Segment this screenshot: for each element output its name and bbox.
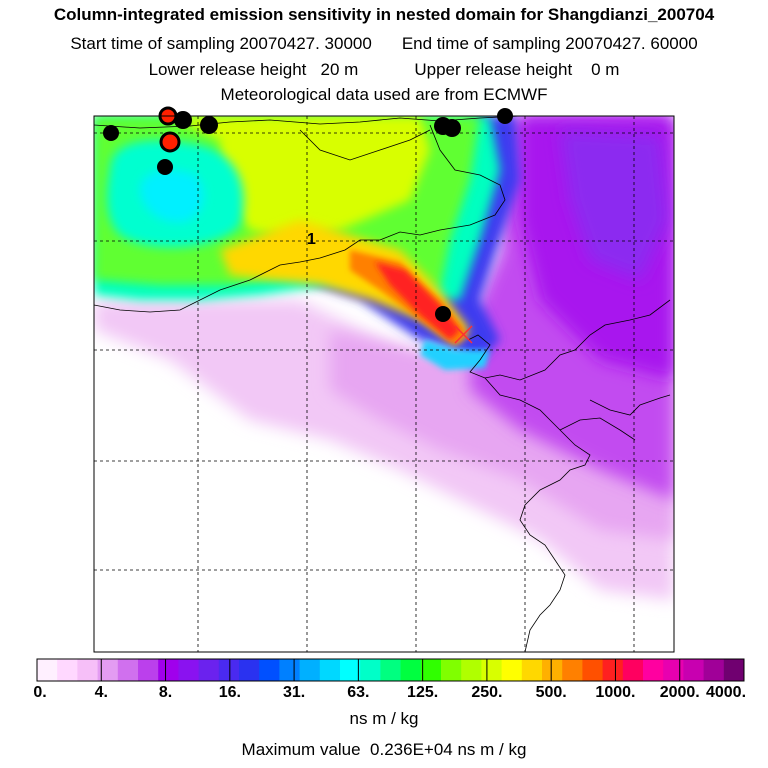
colorbar-tick-label: 4. xyxy=(94,684,108,701)
map-frame xyxy=(93,115,675,653)
grid-lines xyxy=(94,116,674,652)
colorbar-frame xyxy=(36,658,745,682)
colorbar-cell xyxy=(37,659,58,681)
colorbar-cell xyxy=(400,659,422,681)
map-field-layer xyxy=(94,116,674,652)
meteo-source-text: Meteorological data used are from ECMWF xyxy=(220,85,548,104)
colorbar-tick-label: 31. xyxy=(282,684,306,701)
station-markers xyxy=(103,106,513,322)
colorbar-cell xyxy=(77,659,99,681)
colorbar-cell xyxy=(239,659,260,681)
release-heights-line: Lower release height 20 m Upper release h… xyxy=(0,60,768,80)
max-value-text: Maximum value 0.236E+04 ns m / kg xyxy=(241,740,527,759)
colorbar-tick-label: 250. xyxy=(471,684,503,701)
colorbar-tick-label: 125. xyxy=(407,684,439,701)
contour-label: 1 xyxy=(307,231,316,248)
colorbar-cell xyxy=(703,659,725,681)
colorbar-units: ns m / kg xyxy=(349,709,419,728)
colorbar-cell xyxy=(198,659,220,681)
colorbar-cell xyxy=(97,659,119,681)
lower-release-text: Lower release height 20 m xyxy=(148,60,359,79)
colorbar-cell xyxy=(299,659,321,681)
colorbar-tick-label: 8. xyxy=(158,684,173,701)
colorbar-cell xyxy=(158,659,179,681)
colorbar-cell xyxy=(643,659,664,681)
receptor-x-marker xyxy=(454,325,473,344)
colorbar-cell xyxy=(360,659,381,681)
colorbar-cells xyxy=(37,659,745,681)
colorbar xyxy=(36,658,745,682)
colorbar-cell xyxy=(622,659,644,681)
colorbar-cell xyxy=(683,659,705,681)
colorbar-cell xyxy=(117,659,139,681)
end-time-text: End time of sampling 20070427. 60000 xyxy=(401,34,698,53)
colorbar-cell xyxy=(521,659,543,681)
colorbar-cell xyxy=(663,659,684,681)
colorbar-tick-label: 16. xyxy=(218,684,241,701)
colorbar-cell xyxy=(279,659,301,681)
colorbar-cell xyxy=(178,659,200,681)
colorbar-cell xyxy=(481,659,503,681)
colorbar-cell xyxy=(542,659,563,681)
colorbar-tick-label: 2000. xyxy=(659,684,700,701)
colorbar-cell xyxy=(340,659,361,681)
colorbar-cell xyxy=(420,659,442,681)
colorbar-tick-label: 500. xyxy=(535,684,567,701)
colorbar-cell xyxy=(138,659,159,681)
colorbar-cell xyxy=(218,659,240,681)
plot-title: Column-integrated emission sensitivity i… xyxy=(53,5,715,24)
colorbar-cell xyxy=(501,659,523,681)
sampling-times-line: Start time of sampling 20070427. 30000 En… xyxy=(0,34,768,54)
colorbar-cell xyxy=(562,659,583,681)
colorbar-cell xyxy=(380,659,402,681)
start-time-text: Start time of sampling 20070427. 30000 xyxy=(70,34,372,53)
colorbar-cell xyxy=(723,659,745,681)
colorbar-cell xyxy=(441,659,462,681)
colorbar-cell xyxy=(319,659,341,681)
colorbar-cell xyxy=(602,659,624,681)
colorbar-cell xyxy=(582,659,604,681)
colorbar-tick-label: 0. xyxy=(33,684,47,701)
colorbar-tick-label: 1000. xyxy=(595,684,636,701)
upper-release-text: Upper release height 0 m xyxy=(414,60,620,79)
sensitivity-map: 1 xyxy=(93,106,675,653)
colorbar-cell xyxy=(461,659,482,681)
colorbar-tick-label: 63. xyxy=(347,684,370,701)
colorbar-tick-label: 4000. xyxy=(705,684,747,701)
colorbar-cell xyxy=(259,659,280,681)
colorbar-cell xyxy=(57,659,78,681)
